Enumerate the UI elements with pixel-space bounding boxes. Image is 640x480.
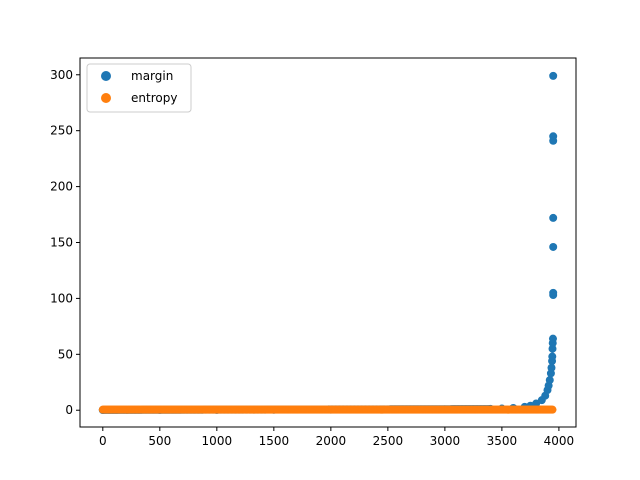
point-margin xyxy=(549,132,558,141)
entropy-series xyxy=(98,405,557,414)
point-entropy xyxy=(548,405,557,414)
x-tick-label: 3000 xyxy=(430,434,461,448)
x-tick-label: 500 xyxy=(148,434,171,448)
y-tick-label: 250 xyxy=(50,124,73,138)
legend-marker-entropy xyxy=(101,93,111,103)
point-margin xyxy=(547,363,556,372)
x-tick-label: 0 xyxy=(99,434,107,448)
legend-label-margin: margin xyxy=(131,69,173,83)
x-tick-label: 2000 xyxy=(316,434,347,448)
point-margin xyxy=(549,213,558,222)
point-margin xyxy=(545,376,554,385)
point-margin xyxy=(548,334,557,343)
y-tick-label: 150 xyxy=(50,236,73,250)
point-margin xyxy=(549,242,558,251)
x-tick-label: 4000 xyxy=(544,434,575,448)
y-tick-label: 0 xyxy=(65,403,73,417)
point-margin xyxy=(549,288,558,297)
y-axis: 0 50 100 150 200 250 300 xyxy=(50,68,80,417)
y-tick-label: 300 xyxy=(50,68,73,82)
legend-box xyxy=(86,63,192,113)
y-tick-label: 50 xyxy=(58,347,73,361)
point-margin xyxy=(548,352,557,361)
legend: margin entropy xyxy=(86,63,192,113)
y-tick-label: 200 xyxy=(50,180,73,194)
x-tick-label: 1000 xyxy=(202,434,233,448)
x-axis: 0 500 1000 1500 2000 2500 3000 3500 4000 xyxy=(99,427,574,448)
legend-label-entropy: entropy xyxy=(131,91,177,105)
point-margin xyxy=(549,71,558,80)
y-tick-label: 100 xyxy=(50,291,73,305)
x-tick-label: 3500 xyxy=(487,434,518,448)
x-tick-label: 2500 xyxy=(373,434,404,448)
legend-marker-margin xyxy=(101,71,111,81)
point-margin xyxy=(548,344,557,353)
x-tick-label: 1500 xyxy=(259,434,290,448)
